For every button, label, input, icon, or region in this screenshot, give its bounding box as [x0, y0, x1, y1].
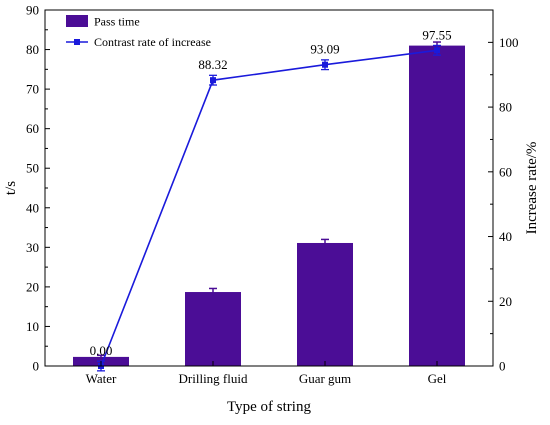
increase-rate-line	[100, 49, 438, 367]
line-point-marker	[434, 47, 440, 54]
bar-error-bar	[321, 238, 329, 247]
bar-gel	[409, 45, 465, 366]
y-left-tick-label: 50	[26, 161, 39, 176]
bar-drilling-fluid	[185, 292, 241, 366]
legend-bar-label: Pass time	[94, 15, 140, 29]
y-right-tick-label: 60	[499, 164, 512, 179]
y-left-tick-label: 40	[26, 200, 39, 215]
line-data-label: 0.00	[90, 343, 113, 358]
legend-line-marker	[74, 39, 80, 45]
line-data-label: 97.55	[422, 27, 451, 42]
legend: Pass time Contrast rate of increase	[66, 15, 211, 49]
y-right-tick-label: 20	[499, 294, 512, 309]
y-axis-right-label: Increase rate/%	[524, 142, 540, 235]
legend-bar-swatch	[66, 15, 88, 27]
y-left-tick-label: 80	[26, 42, 39, 57]
legend-line-label: Contrast rate of increase	[94, 35, 211, 49]
bar-error-bar	[209, 287, 217, 296]
y-right-tick-label: 80	[499, 100, 512, 115]
y-right-tick-label: 40	[499, 229, 512, 244]
line-point-marker	[322, 61, 328, 68]
bar-error-bar	[97, 354, 105, 359]
x-tick-label: Water	[86, 371, 117, 386]
bar-guar-gum	[297, 242, 353, 366]
y-right-tick-label: 0	[499, 359, 506, 374]
y-left-tick-label: 0	[33, 359, 40, 374]
axes-layer: Water Drilling fluid Guar gum Gel 0 10 20 30 40 5…	[26, 3, 519, 387]
line-point-marker	[210, 77, 216, 84]
y-left-tick-label: 90	[26, 3, 39, 18]
y-right-tick-label: 100	[499, 35, 519, 50]
y-left-tick-label: 60	[26, 121, 39, 136]
x-tick-label: Guar gum	[299, 371, 351, 386]
y-axis-left-label: t/s	[3, 181, 19, 195]
y-left-tick-label: 20	[26, 279, 39, 294]
x-axis-label: Type of string	[227, 399, 311, 415]
y-left-tick-label: 10	[26, 319, 39, 334]
y-left-tick-label: 70	[26, 82, 39, 97]
x-tick-label: Gel	[428, 371, 447, 386]
x-tick-label: Drilling fluid	[179, 371, 248, 386]
data-labels-layer: 0.00 88.32 93.09 97.55	[90, 27, 452, 358]
y-left-tick-label: 30	[26, 240, 39, 255]
bars-layer	[73, 41, 465, 366]
line-data-label: 93.09	[310, 42, 339, 57]
line-series-layer	[97, 44, 441, 372]
line-data-label: 88.32	[198, 57, 227, 72]
